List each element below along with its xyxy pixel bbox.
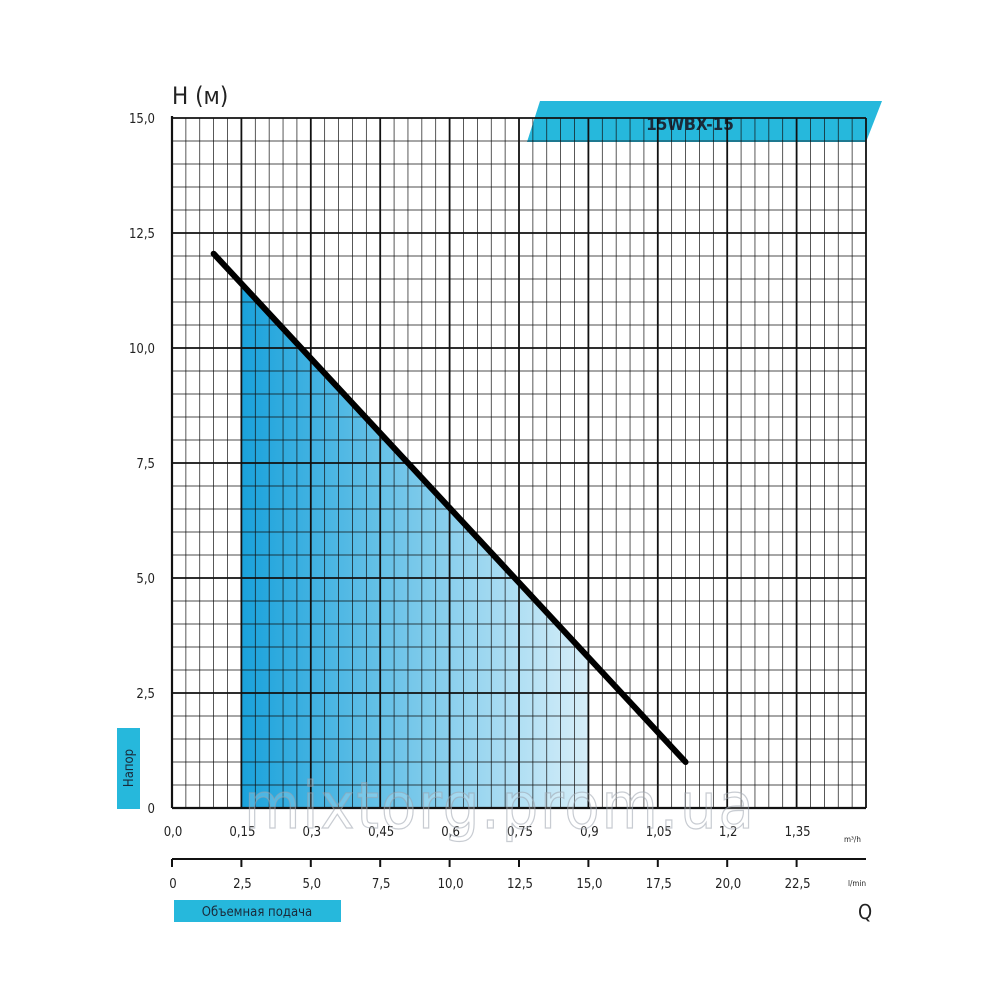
- x-tick-label-lmin: 12,5: [507, 877, 533, 892]
- model-badge: [527, 101, 882, 142]
- watermark: mixtorg.prom.ua: [244, 770, 756, 844]
- x-unit-top: m³/h: [844, 835, 861, 844]
- y-tick-label: 7,5: [136, 457, 155, 472]
- x-unit-bottom: l/min: [848, 879, 866, 888]
- x-tick-label-m3h: 0,45: [368, 825, 394, 840]
- x-tick-label-lmin: 2,5: [233, 877, 252, 892]
- x-tick-label-m3h: 0,15: [229, 825, 255, 840]
- x-tick-label-m3h: 0,75: [507, 825, 533, 840]
- model-badge-text: 15WBX-15: [646, 115, 734, 135]
- x-tick-label-lmin: 22,5: [785, 877, 811, 892]
- x-tick-label-lmin: 10,0: [438, 877, 464, 892]
- x-tick-label-lmin: 20,0: [715, 877, 741, 892]
- x-tick-label-lmin: 5,0: [303, 877, 322, 892]
- y-tick-label: 15,0: [129, 112, 155, 127]
- x-tick-label-lmin: 0: [169, 877, 176, 892]
- x-axis-tag: [174, 900, 341, 922]
- y-axis-tag: [117, 728, 140, 809]
- y-tick-label: 12,5: [129, 227, 155, 242]
- y-tick-label: 10,0: [129, 342, 155, 357]
- x-tick-label-m3h: 0,0: [164, 825, 183, 840]
- pump-curve-line: [210, 250, 689, 765]
- x-axis-tag-text: Объемная подача: [202, 905, 312, 920]
- x-tick-label-m3h: 1,05: [646, 825, 672, 840]
- x-tick-label-lmin: 15,0: [576, 877, 602, 892]
- y-axis-title: H (м): [172, 82, 228, 110]
- x-tick-label-lmin: 17,5: [646, 877, 672, 892]
- x-axis-title: Q: [858, 900, 872, 924]
- x-tick-label-m3h: 0,9: [580, 825, 599, 840]
- y-tick-label: 5,0: [136, 572, 155, 587]
- x-tick-label-m3h: 1,2: [719, 825, 738, 840]
- x-tick-label-m3h: 0,3: [303, 825, 322, 840]
- x-tick-label-m3h: 1,35: [785, 825, 811, 840]
- y-tick-label: 2,5: [136, 687, 155, 702]
- x-tick-label-lmin: 7,5: [372, 877, 391, 892]
- y-tick-label: 0: [148, 802, 155, 817]
- x-tick-label-m3h: 0,6: [441, 825, 460, 840]
- y-axis-tag-text: Напор: [122, 749, 137, 787]
- working-range-fill: [241, 283, 589, 809]
